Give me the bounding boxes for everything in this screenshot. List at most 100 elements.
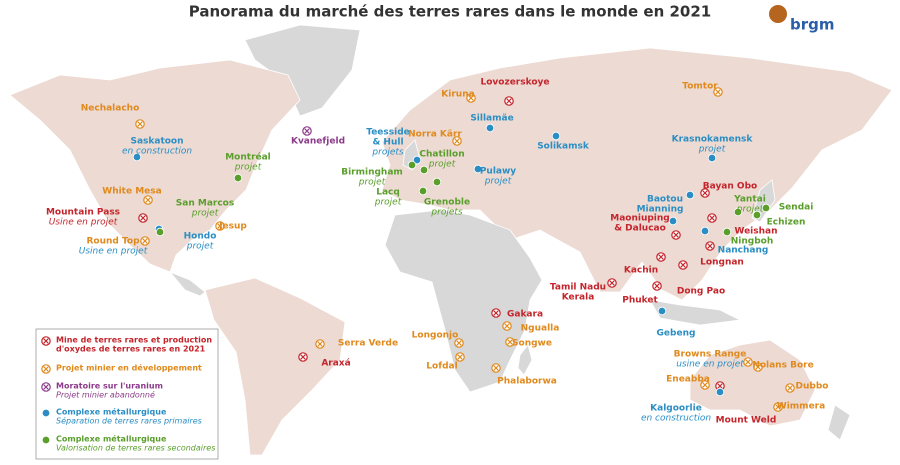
site-marker-cross [715,89,721,95]
legend-title: Complexe métallurgique [56,434,167,444]
site-status: projet [191,209,219,219]
site-label: Dubbo [796,382,829,392]
site-label: Ningboh [731,237,774,247]
site-label: Bayan Obo [703,182,757,192]
site-marker-cross [654,283,660,289]
site-label: Kachin [624,266,658,276]
site-label: Hondo [184,232,217,242]
site-label: Mount Weld [716,416,777,426]
site-marker [657,306,667,316]
site-label: Kiruna [441,90,474,100]
site-status: projet [186,242,214,252]
site-marker [41,435,51,445]
site-marker-cross [217,223,223,229]
site: Ngualla [502,321,559,334]
site: Tomtor [682,82,723,97]
logo-text: brgm [790,16,835,34]
site-label: Longonjo [412,331,459,341]
site: Phalaborwa [491,363,557,387]
site-label: Songwe [512,339,552,349]
site-label: Norra Kärr [408,130,462,140]
site-marker [722,227,732,237]
site-marker-cross [504,323,510,329]
site-label: Maoniuping [610,214,670,224]
site-marker-cross [755,364,761,370]
site-status: Usine en projet [49,218,118,228]
site-label: Solikamsk [537,142,590,152]
legend-subtitle: Séparation de terres rares primaires [56,416,202,426]
site: Longnan [700,241,744,268]
site-marker [685,190,695,200]
site-marker-cross [702,382,708,388]
site-label: Lofdal [426,362,457,372]
site-marker-cross [717,383,723,389]
site-label: Sillamäe [470,114,513,124]
site: Dong Pao [677,260,725,297]
site-marker [407,160,417,170]
legend-title: Projet minier en développement [56,363,202,373]
legend-subtitle: Projet minier abandonné [56,390,155,400]
site-label: Wimmera [777,402,825,412]
site-marker-cross [454,138,460,144]
legend-title: Mine de terres rares et production [56,336,212,345]
legend-title: Complexe métallurgique [56,407,167,417]
logo-mark [769,5,787,23]
site-marker [419,165,429,175]
site-marker [700,226,710,236]
legend-title: Moratoire sur l'uranium [56,382,163,391]
site-marker-cross [702,190,708,196]
site-label: Eneabba [666,375,710,385]
site: White Mesa [102,187,162,205]
site: Ningboh [722,227,774,247]
site-label: Kerala [562,293,595,303]
site-marker [432,177,442,187]
site-label: Montréal [225,152,271,163]
site: Bayan Obo [700,182,757,198]
site: Kachin [624,252,666,276]
legend-subtitle: Valorisation de terres rares secondaires [56,444,215,453]
site-label: Araxá [321,359,350,369]
site-marker-cross [658,254,664,260]
site-marker [752,210,762,220]
site-label: Sendai [779,203,814,213]
site-label: Gakara [507,310,543,320]
site-marker-cross [317,341,323,347]
site-label: Baotou [647,195,683,205]
site-status: en construction [122,147,192,157]
site-marker-cross [707,243,713,249]
site: Gakara [491,308,543,320]
site: Araxá [298,352,351,369]
site-label: Birmingham [341,168,403,178]
site-marker-cross [506,98,512,104]
site-status: projets [371,148,403,158]
site-marker-cross [300,354,306,360]
site: Solikamsk [537,131,590,152]
site-marker [132,152,142,162]
site-marker-cross [43,384,49,390]
site-label: Serra Verde [338,339,398,349]
legend-title: d'oxydes de terres rares en 2021 [56,345,206,354]
site: Lovozerskoye [480,78,550,106]
site-marker [761,203,771,213]
site-label: Lovozerskoye [480,78,549,88]
site: Echizen [752,210,805,228]
site-marker-cross [140,215,146,221]
site: Weishan [707,213,778,237]
site: Sendai [761,203,814,213]
site-label: Mianning [637,205,684,215]
site-label: Tomtor [682,82,718,92]
site-marker-cross [468,95,474,101]
site-label: & Hull [372,138,403,148]
site-status: projets [430,208,462,218]
site: Nanchang [700,226,768,256]
site-label: Dong Pao [677,287,725,297]
site-marker [668,216,678,226]
